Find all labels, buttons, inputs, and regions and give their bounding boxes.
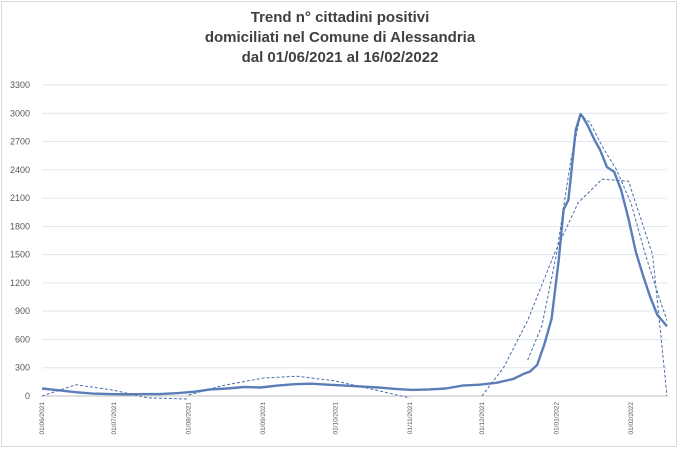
y-tick-label: 0 — [25, 391, 30, 401]
y-tick-labels: 0 300 600 900 1200 1500 1800 2100 2400 2700 3000 33… — [10, 80, 30, 401]
x-tick-label: 01/11/2021 — [407, 402, 414, 434]
trend-line-4 — [527, 114, 668, 361]
grid-lines — [42, 84, 667, 397]
trend-line-2 — [188, 375, 410, 399]
trend-line-1 — [41, 384, 189, 400]
x-tick-label: 01/12/2021 — [479, 402, 486, 435]
y-tick-label: 3000 — [10, 108, 30, 118]
y-tick-label: 1500 — [10, 250, 30, 260]
y-tick-label: 1200 — [10, 278, 30, 288]
y-tick-label: 2400 — [10, 165, 30, 175]
x-tick-labels: 01/06/2021 01/07/2021 01/08/2021 01/09/2021… — [39, 402, 635, 435]
y-tick-label: 900 — [15, 306, 30, 316]
x-tick-label: 01/09/2021 — [260, 402, 267, 435]
x-tick-label: 01/10/2021 — [332, 402, 339, 435]
y-tick-label: 600 — [15, 334, 30, 344]
x-tick-label: 01/07/2021 — [111, 402, 118, 435]
chart-title-line-3: dal 01/06/2021 al 16/02/2022 — [241, 49, 439, 66]
y-tick-label: 1800 — [10, 221, 30, 231]
x-tick-label: 01/02/2022 — [628, 402, 635, 435]
y-tick-label: 2700 — [10, 137, 30, 147]
y-tick-label: 2100 — [10, 193, 30, 203]
chart-title: Trend n° cittadini positivi domiciliati … — [0, 8, 680, 68]
series-lines — [41, 112, 668, 400]
x-tick-label: 01/08/2021 — [186, 402, 193, 435]
x-tick-label: 01/01/2022 — [553, 402, 560, 435]
y-tick-label: 300 — [15, 363, 30, 373]
chart-title-line-1: Trend n° cittadini positivi — [250, 9, 430, 26]
x-tick-label: 01/06/2021 — [39, 402, 46, 435]
series-line-positivi — [41, 112, 668, 396]
trend-line-3 — [481, 178, 668, 397]
chart-title-line-2: domiciliati nel Comune di Alessandria — [204, 29, 476, 46]
y-tick-label: 3300 — [10, 80, 30, 90]
